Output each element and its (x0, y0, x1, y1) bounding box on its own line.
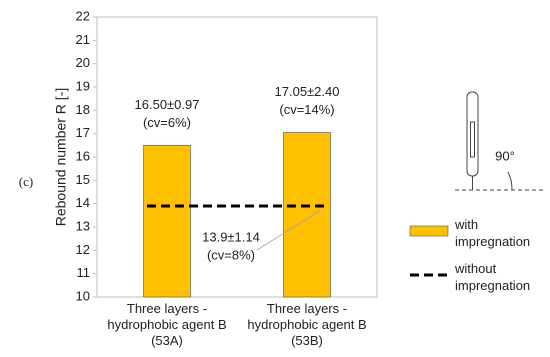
y-tick-label: 20 (76, 55, 90, 70)
x-tick-label: Three layers - hydrophobic agent B (53A) (107, 301, 227, 348)
y-tick-label: 17 (76, 125, 90, 140)
legend-swatch (409, 225, 449, 237)
hammer-slot (470, 121, 475, 158)
y-tick-label: 18 (76, 102, 90, 117)
hammer-icon (455, 91, 545, 191)
y-tick-label: 14 (76, 195, 90, 210)
y-tick-label: 11 (77, 265, 91, 280)
y-tick-label: 10 (76, 288, 90, 303)
value-label: 16.50±0.97 (135, 97, 200, 112)
bar (143, 145, 191, 298)
x-tick-label: Three layers - hydrophobic agent B (53B) (247, 301, 367, 348)
legend-label: with impregnation (455, 217, 531, 249)
angle-arc (507, 171, 513, 191)
y-tick-label: 19 (76, 78, 90, 93)
value-note: (cv=14%) (279, 102, 334, 117)
y-tick-label: 22 (76, 8, 90, 23)
y-tick-label: 15 (76, 172, 90, 187)
y-tick-label: 13 (76, 218, 90, 233)
bar (283, 132, 331, 298)
value-label: 17.05±2.40 (275, 84, 340, 99)
value-note: (cv=8%) (207, 247, 255, 262)
y-tick-label: 21 (76, 32, 90, 47)
angle-label: 90° (495, 148, 515, 163)
y-tick-label: 12 (76, 242, 90, 257)
hammer-body (466, 91, 479, 177)
y-tick-label: 16 (76, 148, 90, 163)
legend-label: without impregnation (455, 261, 531, 293)
y-axis-title: Rebound number R [-] (53, 88, 69, 227)
leader-line (256, 209, 322, 251)
value-label: 13.9±1.14 (202, 229, 260, 244)
value-note: (cv=6%) (143, 115, 191, 130)
panel-label: (c) (19, 174, 33, 189)
